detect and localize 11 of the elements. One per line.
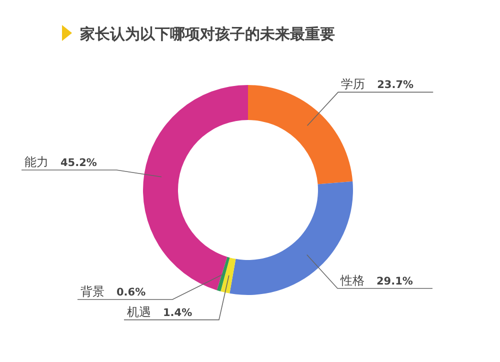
slice-label: 机遇: [126, 304, 151, 319]
data-label: 45.2%: [60, 157, 98, 170]
data-label: 23.7%: [377, 79, 414, 92]
chart-title: 家长认为以下哪项对孩子的未来最重要: [79, 25, 335, 43]
data-label: 1.4%: [162, 306, 193, 319]
slice-label: 能力: [24, 155, 49, 170]
slice-label: 背景: [80, 284, 104, 298]
slice-label: 性格: [340, 273, 365, 288]
data-label: 0.6%: [116, 286, 146, 298]
slice-label: 学历: [341, 77, 366, 92]
data-label: 29.1%: [376, 275, 414, 288]
